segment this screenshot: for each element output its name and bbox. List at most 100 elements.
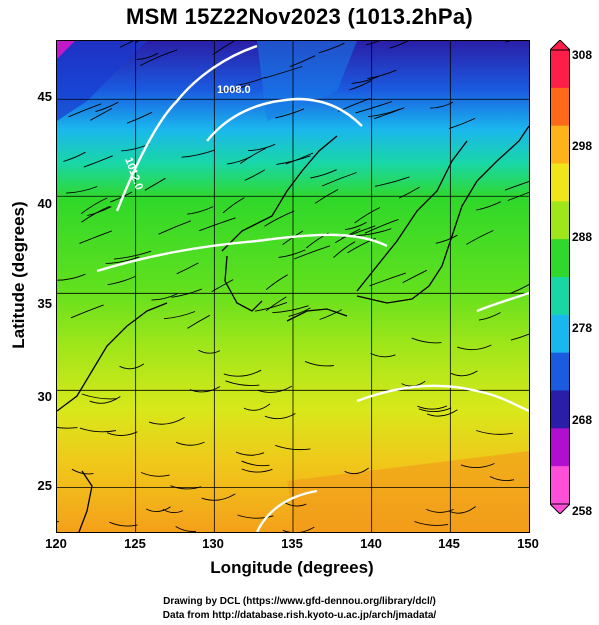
colorbar-segment [550, 125, 570, 164]
coastline-honshu-east [356, 180, 478, 304]
streamline [349, 80, 372, 91]
streamline [87, 206, 112, 217]
streamline [158, 220, 192, 235]
streamline [365, 41, 380, 46]
y-tick-label: 30 [37, 389, 52, 404]
streamline [146, 506, 171, 512]
streamline [510, 333, 529, 341]
y-tick-label: 40 [37, 196, 52, 211]
coastline-kyushu-shikoku [286, 308, 348, 322]
streamline [293, 245, 331, 260]
streamline [198, 349, 221, 354]
streamline [105, 256, 140, 265]
coastline-taiwan [78, 470, 93, 532]
isobar-1012-mid [96, 233, 388, 273]
streamline [235, 451, 265, 456]
isobar-1012-north [115, 44, 258, 212]
streamline [448, 117, 476, 130]
streamline [236, 76, 266, 86]
isobar-1008 [206, 97, 363, 142]
x-tick-label: 145 [438, 536, 460, 551]
streamline [106, 431, 138, 436]
streamline [351, 75, 379, 84]
streamline [341, 225, 376, 239]
colorbar-tick-label: 298 [572, 139, 593, 153]
streamline [140, 472, 170, 477]
streamline [426, 409, 458, 417]
streamline [113, 250, 152, 260]
streamline [504, 181, 529, 191]
streamline [63, 151, 86, 162]
streamline [57, 427, 78, 429]
coastline-hokkaido [476, 125, 529, 182]
streamline [505, 41, 511, 43]
streamline [265, 296, 287, 312]
streamline [257, 385, 293, 393]
streamline [70, 304, 104, 319]
streamline [276, 155, 311, 165]
isobar-1016 [356, 384, 529, 413]
streamline [264, 210, 295, 227]
streamline [109, 521, 138, 527]
wind-streamlines [57, 41, 529, 532]
streamline [237, 514, 274, 519]
coastlines [57, 125, 529, 532]
streamline [241, 460, 270, 467]
streamline [83, 155, 113, 168]
warm-region-south [287, 451, 529, 532]
streamline [81, 205, 110, 223]
streamline [217, 84, 251, 93]
streamline [460, 463, 495, 468]
streamline [126, 111, 153, 124]
y-tick-label: 45 [37, 89, 52, 104]
colorbar-tick-label: 268 [572, 413, 593, 427]
streamline [176, 441, 205, 446]
streamline [175, 526, 197, 532]
streamline [89, 396, 121, 404]
streamline [144, 177, 166, 191]
streamline [344, 221, 367, 231]
coastline-honshu-west [356, 140, 468, 292]
map-plot-area: 1008.0 1012.0 [56, 40, 530, 533]
streamline [110, 191, 133, 203]
streamline [369, 272, 406, 287]
streamline [187, 206, 214, 215]
streamline [227, 155, 252, 165]
streamline [418, 407, 452, 413]
y-axis-label: Latitude (degrees) [9, 201, 28, 349]
colorbar-tick-label: 288 [572, 230, 593, 244]
streamline [187, 314, 211, 329]
colorbar-max-arrow [550, 40, 570, 51]
x-axis-label: Longitude (degrees) [210, 558, 374, 577]
streamline [244, 169, 265, 181]
streamline [290, 55, 316, 68]
streamline [171, 288, 202, 298]
streamline [163, 311, 196, 320]
streamline [272, 305, 309, 314]
streamline [435, 234, 458, 244]
streamline [243, 403, 271, 411]
streamline [107, 276, 136, 286]
streamline [478, 312, 501, 321]
y-tick-label: 25 [37, 478, 52, 493]
streamline [80, 197, 108, 215]
streamline [81, 393, 118, 400]
streamline [151, 293, 178, 301]
streamline [66, 186, 98, 194]
streamline [90, 108, 113, 121]
streamline [507, 191, 529, 201]
streamline [344, 467, 369, 475]
isobars [96, 44, 529, 532]
streamline [476, 201, 501, 211]
streamline [278, 249, 306, 258]
streamline [370, 352, 396, 358]
colorbar-segment [550, 201, 570, 240]
map-svg: 1008.0 1012.0 [57, 41, 529, 532]
streamline [489, 476, 515, 482]
colorbar-segment [550, 352, 570, 391]
streamline [119, 363, 145, 370]
streamline [136, 52, 159, 60]
streamline [119, 41, 135, 48]
colorbar-tick-label: 308 [572, 48, 593, 62]
x-tick-label: 130 [202, 536, 224, 551]
